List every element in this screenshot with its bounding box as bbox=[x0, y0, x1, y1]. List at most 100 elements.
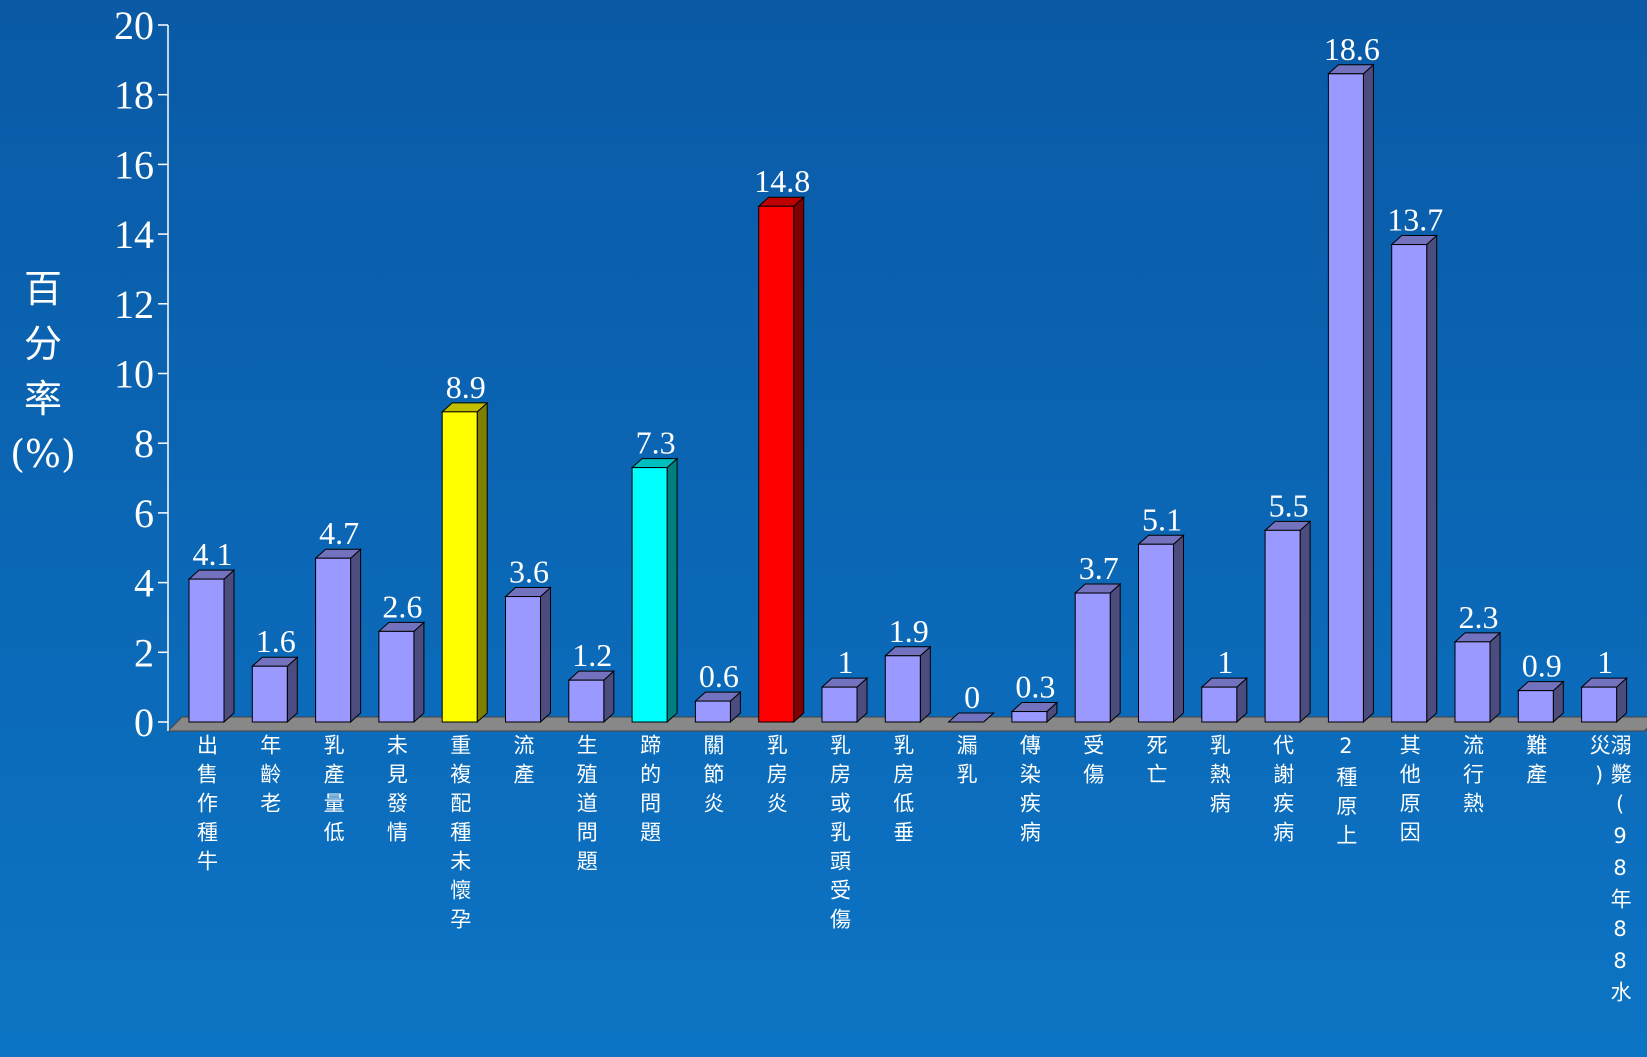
bar-side-shade bbox=[1553, 681, 1564, 722]
x-tick-label: 蹄的問題 bbox=[637, 734, 662, 850]
x-tick-label: 未見發情 bbox=[384, 734, 409, 850]
bar-side-shade bbox=[1616, 678, 1627, 722]
value-label: 4.7 bbox=[319, 515, 359, 551]
value-label: 1 bbox=[1217, 644, 1233, 680]
value-label: 0.9 bbox=[1522, 648, 1562, 684]
value-label: 5.5 bbox=[1269, 487, 1309, 523]
x-tick-label: 代謝疾病 bbox=[1270, 734, 1295, 850]
bar bbox=[1391, 244, 1428, 723]
x-tick-label: 乳房炎 bbox=[764, 734, 789, 821]
y-tick-label: 6 bbox=[134, 491, 154, 536]
y-tick-label: 8 bbox=[134, 421, 154, 466]
bar-top-shade bbox=[1455, 632, 1500, 642]
x-tick-label: 傳染疾病 bbox=[1017, 734, 1042, 850]
bar-top-shade bbox=[1391, 235, 1437, 245]
x-tick-label: 年齡老 bbox=[257, 734, 282, 821]
bar bbox=[505, 596, 541, 723]
value-label: 2.6 bbox=[382, 588, 422, 624]
x-tick-label: 乳產量低 bbox=[321, 734, 346, 850]
bar bbox=[251, 665, 288, 723]
value-label: 5.1 bbox=[1142, 501, 1182, 537]
value-label: 8.9 bbox=[446, 369, 486, 405]
bar bbox=[884, 655, 921, 723]
bar-top-shade bbox=[1138, 535, 1184, 545]
bar bbox=[1517, 690, 1554, 723]
bar bbox=[758, 205, 795, 723]
bar-side-shade bbox=[730, 692, 741, 722]
value-label: 0.3 bbox=[1015, 669, 1055, 705]
y-tick-label: 2 bbox=[134, 630, 154, 675]
bar-side-shade bbox=[1046, 702, 1057, 722]
bar bbox=[694, 700, 731, 723]
bar-side-shade bbox=[1426, 235, 1437, 722]
bar-top-shade bbox=[1201, 678, 1247, 688]
bar-side-shade bbox=[350, 549, 361, 722]
value-label: 0.6 bbox=[699, 658, 739, 694]
bar-side-shade bbox=[540, 587, 551, 722]
y-tick-label: 16 bbox=[114, 142, 154, 187]
bar bbox=[568, 679, 605, 723]
bar bbox=[1581, 686, 1618, 723]
value-label: 4.1 bbox=[193, 536, 233, 572]
bar bbox=[1138, 543, 1174, 723]
bar bbox=[1201, 686, 1238, 723]
bar-side-shade bbox=[1363, 64, 1374, 723]
bar bbox=[441, 411, 478, 723]
bar-top-shade bbox=[1581, 678, 1627, 688]
y-axis-label: 百分率(%) bbox=[10, 267, 76, 477]
bar-side-shade bbox=[1236, 678, 1247, 722]
value-label: 3.7 bbox=[1079, 550, 1119, 586]
bar-top-shade bbox=[568, 671, 614, 681]
bar-top-shade bbox=[1328, 64, 1374, 74]
value-label: 7.3 bbox=[636, 425, 676, 461]
bar-side-shade bbox=[287, 657, 298, 722]
bar-top-shade bbox=[1011, 702, 1057, 712]
x-tick-label: 受傷 bbox=[1080, 734, 1105, 792]
x-tick-label: 乳房或乳頭受傷 bbox=[827, 734, 852, 937]
bar-side-shade bbox=[857, 678, 867, 722]
y-tick-label: 18 bbox=[114, 73, 154, 118]
bar-side-shade bbox=[603, 671, 614, 722]
x-tick-label: 溺斃(98年88水災) bbox=[1587, 734, 1633, 1010]
bar-top-shade bbox=[948, 713, 994, 722]
value-label: 1.2 bbox=[572, 637, 612, 673]
x-tick-label: 乳房低垂 bbox=[890, 734, 915, 850]
x-tick-label: 2種原上 bbox=[1333, 734, 1358, 853]
x-tick-label: 出售作種牛 bbox=[194, 734, 219, 879]
bar-top-shade bbox=[442, 402, 488, 412]
bar-top-shade bbox=[695, 692, 741, 702]
x-tick-label: 難產 bbox=[1523, 734, 1548, 792]
x-tick-label: 流產 bbox=[511, 734, 535, 792]
x-tick-label: 死亡 bbox=[1144, 734, 1168, 792]
bar-top-shade bbox=[252, 657, 298, 667]
bar-side-shade bbox=[413, 622, 424, 722]
bar bbox=[188, 578, 225, 723]
x-tick-label: 乳熱病 bbox=[1207, 734, 1232, 821]
bar-side-shade bbox=[224, 570, 234, 722]
bar bbox=[1264, 529, 1301, 723]
value-label: 18.6 bbox=[1324, 31, 1380, 67]
y-tick-label: 14 bbox=[114, 212, 154, 257]
bar-top-shade bbox=[885, 646, 931, 656]
bar-top bbox=[947, 712, 995, 723]
bar-top-shade bbox=[189, 570, 234, 580]
bar bbox=[631, 467, 668, 723]
value-label: 1.6 bbox=[256, 623, 296, 659]
bar-top-shade bbox=[1075, 584, 1121, 594]
bar-top-shade bbox=[1518, 681, 1564, 691]
value-label: 1 bbox=[838, 644, 854, 680]
y-tick-label: 4 bbox=[134, 561, 154, 606]
bar bbox=[1327, 73, 1364, 723]
y-tick-label: 0 bbox=[134, 700, 154, 745]
bar-top-shade bbox=[758, 197, 804, 207]
value-label: 3.6 bbox=[509, 554, 549, 590]
value-label: 1.9 bbox=[889, 613, 929, 649]
y-tick-label: 10 bbox=[114, 352, 154, 397]
x-tick-label: 漏乳 bbox=[954, 734, 979, 792]
bar-side-shade bbox=[920, 646, 931, 722]
x-tick-label: 其他原因 bbox=[1397, 734, 1422, 850]
value-label: 2.3 bbox=[1459, 599, 1499, 635]
value-label: 1 bbox=[1597, 644, 1613, 680]
bar-top-shade bbox=[315, 549, 361, 559]
